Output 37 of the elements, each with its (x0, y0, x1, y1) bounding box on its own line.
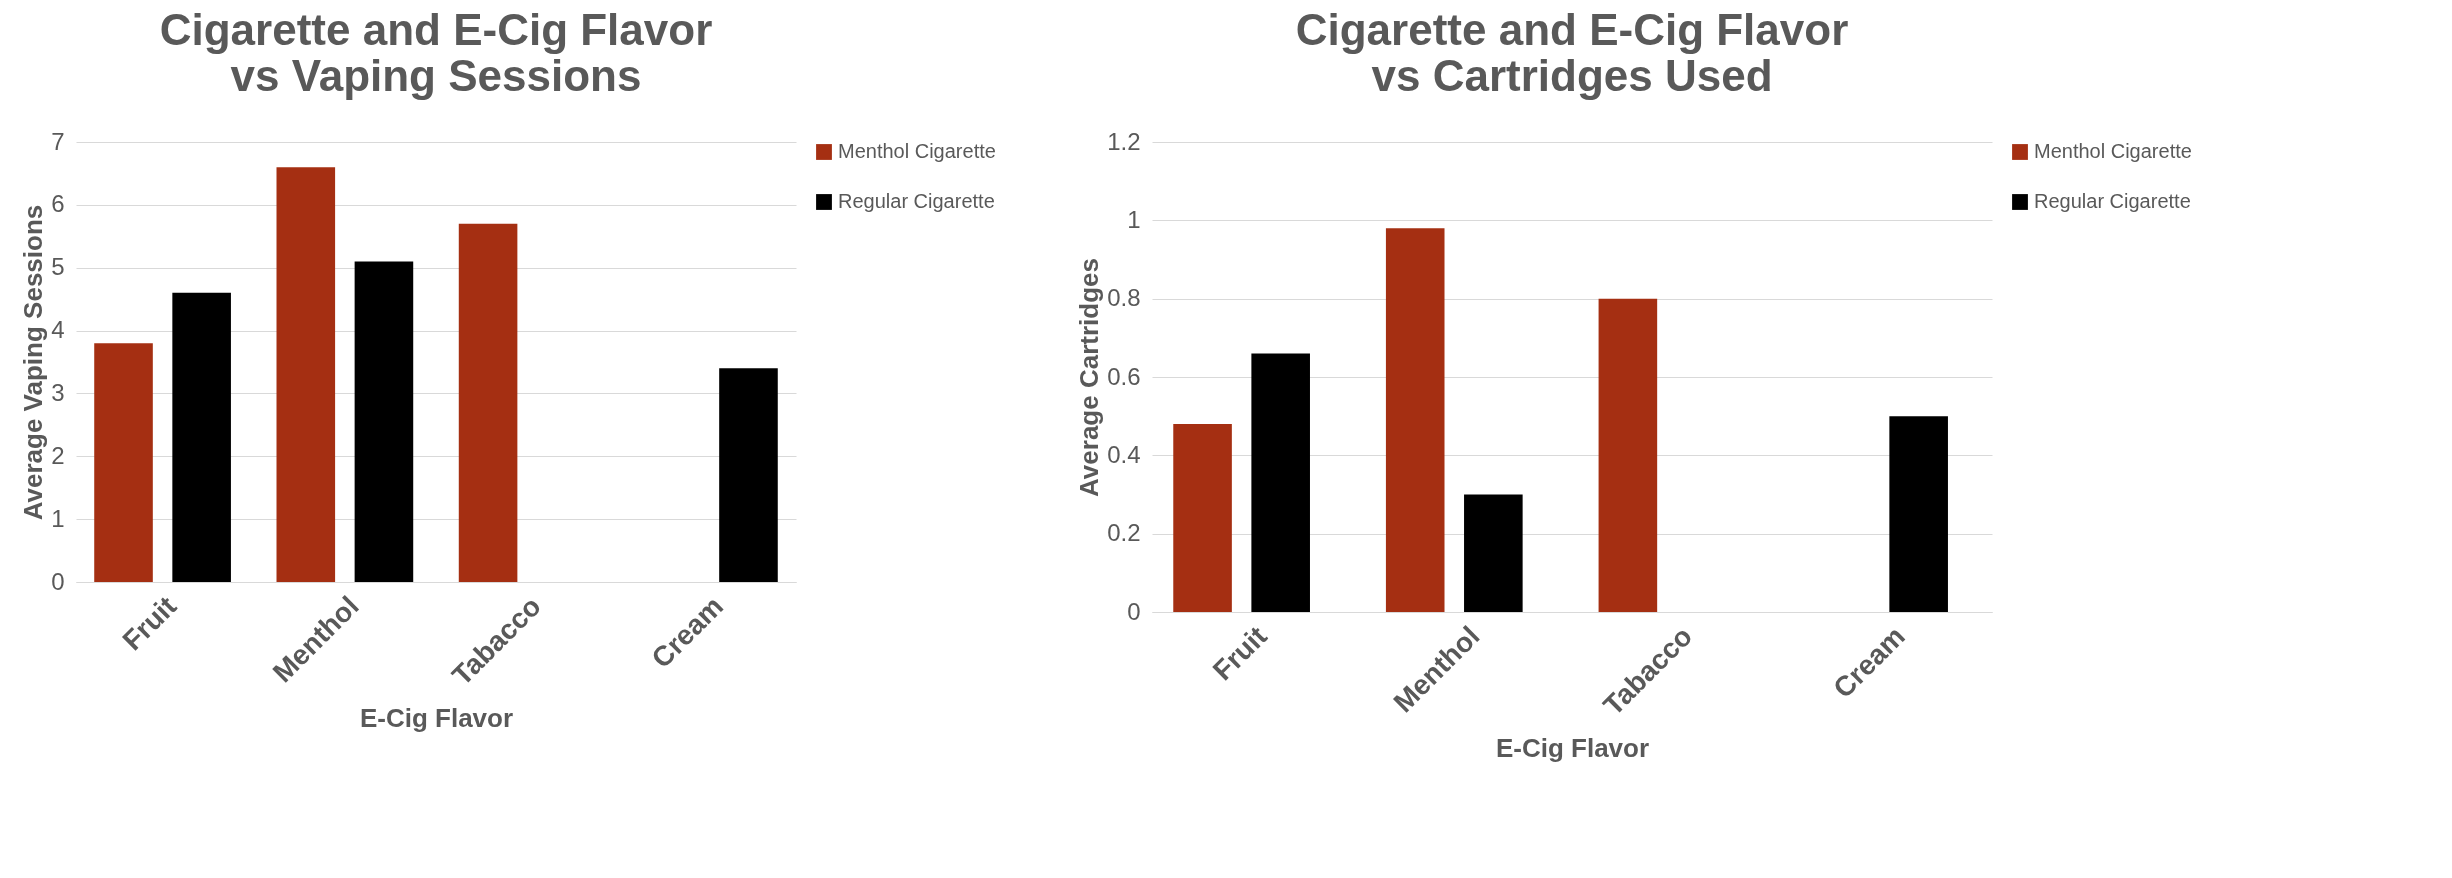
bar (354, 261, 414, 582)
text: Cigarette and E-Cig Flavor (1295, 5, 1849, 54)
y-tick-label: 2 (51, 441, 65, 469)
y-tick-label: 1.2 (1107, 127, 1141, 155)
y-tick-label: 0.6 (1107, 362, 1141, 390)
x-axis-title: E-Cig Flavor (359, 703, 514, 734)
x-axis-title: E-Cig Flavor (1495, 733, 1650, 764)
y-tick-label: 1 (51, 504, 65, 532)
bar (276, 167, 336, 582)
bar (94, 343, 153, 582)
bar (1889, 416, 1948, 612)
legend-label: Regular Cigarette (2034, 190, 2191, 212)
legend-label: Menthol Cigarette (2034, 140, 2192, 162)
bar (1464, 494, 1523, 612)
bar (458, 223, 518, 582)
y-tick-label: 0.2 (1107, 519, 1141, 547)
y-tick-label: 0 (51, 567, 65, 595)
bar (1173, 424, 1232, 612)
y-tick-label: 3 (51, 378, 65, 406)
y-tick-label: 4 (51, 316, 65, 344)
y-tick-label: 6 (51, 190, 65, 218)
legend-label: Menthol Cigarette (838, 140, 996, 162)
y-axis-title: Average Vaping Sessions (18, 204, 49, 521)
bar (1251, 353, 1310, 612)
bar (1385, 228, 1445, 612)
bar (1598, 298, 1658, 612)
y-tick-label: 1 (1127, 205, 1141, 233)
text: Cigarette and E-Cig Flavor (159, 5, 713, 54)
legend-label: Regular Cigarette (838, 190, 995, 212)
y-tick-label: 0 (1127, 597, 1141, 625)
bar (172, 292, 231, 582)
y-tick-label: 0.4 (1107, 440, 1141, 468)
y-tick-label: 5 (51, 253, 65, 281)
y-tick-label: 0.8 (1107, 284, 1141, 312)
bar (719, 368, 778, 582)
y-axis-title: Average Cartridges (1074, 258, 1105, 497)
y-tick-label: 7 (51, 127, 65, 155)
